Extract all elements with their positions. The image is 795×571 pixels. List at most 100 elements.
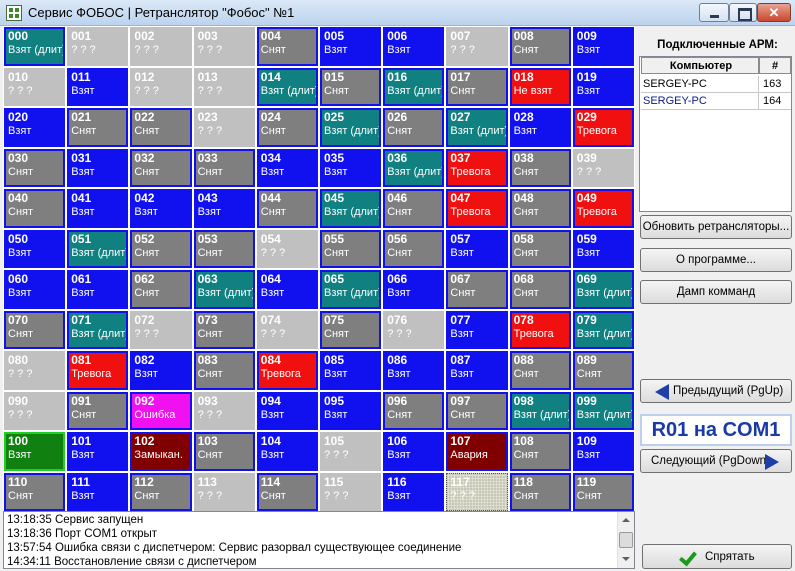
- table-row[interactable]: SERGEY-PC 164: [640, 93, 791, 110]
- zone-cell-097[interactable]: 097 Снят: [446, 391, 508, 430]
- zone-cell-113[interactable]: 113? ? ?: [193, 472, 255, 511]
- zone-cell-070[interactable]: 070 Снят: [4, 310, 66, 349]
- zone-cell-030[interactable]: 030 Снят: [4, 148, 66, 187]
- zone-cell-004[interactable]: 004 Снят: [256, 27, 318, 66]
- zone-cell-040[interactable]: 040 Снят: [4, 189, 66, 228]
- zone-cell-036[interactable]: 036 Взят (длит): [383, 148, 445, 187]
- minimize-button[interactable]: [699, 3, 729, 22]
- zone-cell-060[interactable]: 060 Взят: [4, 270, 66, 309]
- zone-cell-016[interactable]: 016 Взят (длит): [383, 67, 445, 106]
- next-relay-button[interactable]: Следующий (PgDown): [640, 449, 792, 473]
- zone-cell-009[interactable]: 009 Взят: [572, 27, 634, 66]
- zone-cell-078[interactable]: 078 Тревога: [509, 310, 571, 349]
- zone-cell-066[interactable]: 066 Взят: [383, 270, 445, 309]
- zone-cell-092[interactable]: 092 Ошибка: [130, 391, 192, 430]
- zone-cell-068[interactable]: 068 Снят: [509, 270, 571, 309]
- zone-cell-000[interactable]: 000 Взят (длит): [4, 27, 66, 66]
- zone-cell-071[interactable]: 071 Взят (длит): [67, 310, 129, 349]
- table-row[interactable]: SERGEY-PC 163: [640, 76, 791, 93]
- zone-cell-095[interactable]: 095 Взят: [320, 391, 382, 430]
- zone-cell-052[interactable]: 052 Снят: [130, 229, 192, 268]
- zone-cell-112[interactable]: 112 Снят: [130, 472, 192, 511]
- zone-cell-037[interactable]: 037 Тревога: [446, 148, 508, 187]
- zone-cell-044[interactable]: 044 Снят: [256, 189, 318, 228]
- zone-cell-104[interactable]: 104 Взят: [256, 432, 318, 471]
- zone-cell-111[interactable]: 111 Взят: [67, 472, 129, 511]
- zone-cell-058[interactable]: 058 Снят: [509, 229, 571, 268]
- zone-cell-055[interactable]: 055 Снят: [320, 229, 382, 268]
- zone-cell-029[interactable]: 029 Тревога: [572, 108, 634, 147]
- zone-cell-098[interactable]: 098 Взят (длит): [509, 391, 571, 430]
- zone-cell-091[interactable]: 091 Снят: [67, 391, 129, 430]
- zone-cell-085[interactable]: 085 Взят: [320, 351, 382, 390]
- scroll-thumb[interactable]: [619, 532, 633, 548]
- zone-cell-110[interactable]: 110 Снят: [4, 472, 66, 511]
- zone-cell-073[interactable]: 073 Снят: [193, 310, 255, 349]
- zone-cell-028[interactable]: 028 Взят: [509, 108, 571, 147]
- zone-cell-087[interactable]: 087 Взят: [446, 351, 508, 390]
- zone-cell-050[interactable]: 050 Взят: [4, 229, 66, 268]
- zone-cell-109[interactable]: 109 Взят: [572, 432, 634, 471]
- dump-commands-button[interactable]: Дамп комманд: [640, 280, 792, 304]
- zone-cell-103[interactable]: 103 Снят: [193, 432, 255, 471]
- zone-cell-010[interactable]: 010? ? ?: [4, 67, 66, 106]
- zone-cell-031[interactable]: 031 Взят: [67, 148, 129, 187]
- zone-cell-025[interactable]: 025 Взят (длит): [320, 108, 382, 147]
- zone-cell-077[interactable]: 077 Взят: [446, 310, 508, 349]
- zone-cell-062[interactable]: 062 Снят: [130, 270, 192, 309]
- zone-cell-115[interactable]: 115? ? ?: [320, 472, 382, 511]
- zone-cell-032[interactable]: 032 Снят: [130, 148, 192, 187]
- zone-cell-117[interactable]: 117? ? ?: [446, 472, 508, 511]
- zone-cell-035[interactable]: 035 Взят: [320, 148, 382, 187]
- zone-cell-002[interactable]: 002? ? ?: [130, 27, 192, 66]
- zone-cell-102[interactable]: 102 Замыкан.: [130, 432, 192, 471]
- zone-cell-024[interactable]: 024 Снят: [256, 108, 318, 147]
- zone-cell-072[interactable]: 072? ? ?: [130, 310, 192, 349]
- log-scrollbar[interactable]: [617, 512, 634, 568]
- zone-cell-049[interactable]: 049 Тревога: [572, 189, 634, 228]
- zone-cell-043[interactable]: 043 Взят: [193, 189, 255, 228]
- zone-cell-012[interactable]: 012? ? ?: [130, 67, 192, 106]
- zone-cell-034[interactable]: 034 Взят: [256, 148, 318, 187]
- zone-cell-019[interactable]: 019 Взят: [572, 67, 634, 106]
- zone-cell-007[interactable]: 007? ? ?: [446, 27, 508, 66]
- zone-cell-106[interactable]: 106 Взят: [383, 432, 445, 471]
- scroll-down-icon[interactable]: [618, 551, 634, 568]
- close-button[interactable]: ✕: [757, 3, 791, 22]
- zone-cell-096[interactable]: 096 Снят: [383, 391, 445, 430]
- zone-cell-027[interactable]: 027 Взят (длит): [446, 108, 508, 147]
- zone-cell-084[interactable]: 084 Тревога: [256, 351, 318, 390]
- zone-cell-014[interactable]: 014 Взят (длит): [256, 67, 318, 106]
- zone-cell-061[interactable]: 061 Взят: [67, 270, 129, 309]
- zone-cell-021[interactable]: 021 Снят: [67, 108, 129, 147]
- zone-cell-090[interactable]: 090? ? ?: [4, 391, 66, 430]
- zone-cell-008[interactable]: 008 Снят: [509, 27, 571, 66]
- zone-cell-088[interactable]: 088 Снят: [509, 351, 571, 390]
- zone-cell-056[interactable]: 056 Снят: [383, 229, 445, 268]
- zone-cell-083[interactable]: 083 Снят: [193, 351, 255, 390]
- zone-cell-039[interactable]: 039? ? ?: [572, 148, 634, 187]
- zone-cell-001[interactable]: 001? ? ?: [67, 27, 129, 66]
- zone-cell-047[interactable]: 047 Тревога: [446, 189, 508, 228]
- zone-cell-057[interactable]: 057 Взят: [446, 229, 508, 268]
- zone-cell-045[interactable]: 045 Взят (длит): [320, 189, 382, 228]
- zone-cell-094[interactable]: 094 Взят: [256, 391, 318, 430]
- zone-cell-063[interactable]: 063 Взят (длит): [193, 270, 255, 309]
- scroll-up-icon[interactable]: [618, 512, 634, 529]
- zone-cell-107[interactable]: 107 Авария: [446, 432, 508, 471]
- zone-cell-064[interactable]: 064 Взят: [256, 270, 318, 309]
- zone-cell-082[interactable]: 082 Взят: [130, 351, 192, 390]
- zone-cell-018[interactable]: 018 Не взят: [509, 67, 571, 106]
- zone-cell-023[interactable]: 023? ? ?: [193, 108, 255, 147]
- zone-cell-013[interactable]: 013? ? ?: [193, 67, 255, 106]
- zone-cell-020[interactable]: 020 Взят: [4, 108, 66, 147]
- zone-cell-118[interactable]: 118 Снят: [509, 472, 571, 511]
- maximize-button[interactable]: [729, 3, 757, 22]
- zone-cell-069[interactable]: 069 Взят (длит): [572, 270, 634, 309]
- title-bar[interactable]: Сервис ФОБОС | Ретранслятор "Фобос" №1 ✕: [0, 0, 795, 26]
- hide-button[interactable]: Спрятать: [642, 544, 792, 569]
- zone-cell-075[interactable]: 075 Снят: [320, 310, 382, 349]
- zone-cell-048[interactable]: 048 Снят: [509, 189, 571, 228]
- zone-cell-006[interactable]: 006 Взят: [383, 27, 445, 66]
- zone-cell-042[interactable]: 042 Взят: [130, 189, 192, 228]
